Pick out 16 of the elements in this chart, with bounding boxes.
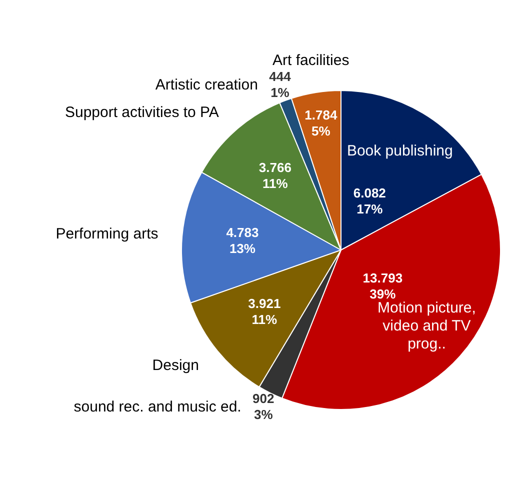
slice-label: Book publishing [346,142,453,160]
slice-label: sound rec. and music ed. [74,398,242,416]
data-label: 1.784 5% [304,108,338,139]
slice-label: Motion picture, video and TV prog.. [378,300,476,353]
slice-label: Art facilities [272,52,350,70]
data-label: 13.793 39% [362,270,403,302]
slice-label: Performing arts [56,225,158,242]
data-label: 6.082 17% [353,186,386,217]
slice-label: Support activities to PA [64,104,219,122]
slice-label: Artistic creation [155,76,258,94]
data-label: 3.766 11% [258,160,292,191]
data-label: 444 1% [269,69,292,100]
data-label: 902 3% [252,390,274,422]
data-label: 4.783 13% [226,225,259,256]
slice-label: Design [152,357,199,374]
data-label: 3.921 11% [248,296,281,328]
